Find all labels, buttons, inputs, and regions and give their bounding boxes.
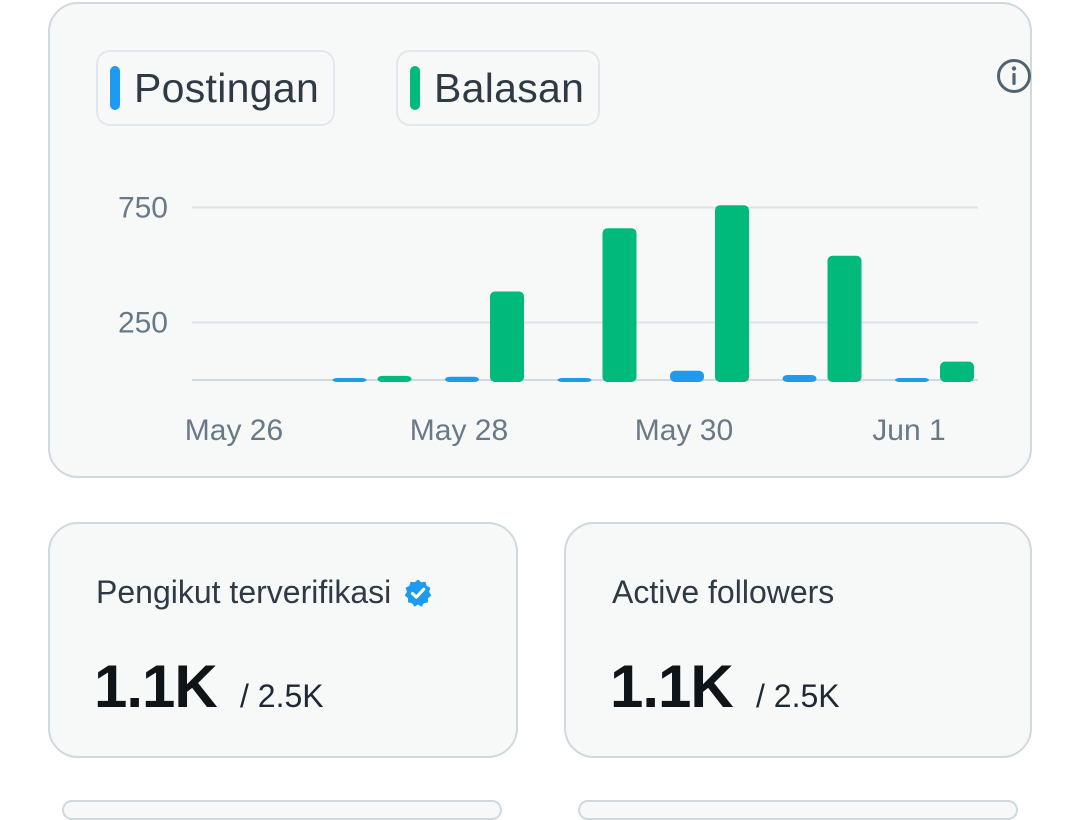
bar-balasan-4[interactable]: [715, 205, 749, 382]
bar-postingan-5[interactable]: [782, 374, 817, 382]
bar-chart: 750 250 May 26 May 28 May 30 Jun 1: [118, 192, 978, 447]
x-tick-label: May 28: [410, 414, 508, 447]
followers-chart-card: Postingan Balasan 750 250 May 26 May 28 May …: [48, 2, 1032, 478]
info-icon[interactable]: [994, 56, 1034, 96]
y-tick-label: 750: [118, 192, 168, 225]
next-card-right: [578, 800, 1018, 820]
bar-postingan-2[interactable]: [445, 376, 479, 382]
stat-total: / 2.5K: [756, 678, 840, 714]
stat-value: 1.1K: [610, 653, 734, 720]
next-card-left: [62, 800, 502, 820]
verified-badge-icon: [405, 579, 432, 607]
bar-balasan-6[interactable]: [940, 361, 974, 382]
bar-postingan-3[interactable]: [557, 378, 592, 382]
x-tick-label: May 26: [185, 414, 283, 447]
stat-card-verified-followers[interactable]: Pengikut terverifikasi 1.1K / 2.5K: [48, 522, 518, 758]
legend-swatch-postingan: [110, 66, 120, 110]
bar-balasan-5[interactable]: [827, 255, 862, 382]
stat-total: / 2.5K: [240, 678, 324, 714]
bar-postingan-6[interactable]: [895, 378, 929, 382]
bar-balasan-3[interactable]: [602, 228, 637, 382]
legend-label-balasan: Balasan: [434, 64, 585, 111]
legend-swatch-balasan: [410, 66, 420, 110]
stat-card-active-followers[interactable]: Active followers 1.1K / 2.5K: [564, 522, 1032, 758]
legend-balasan[interactable]: Balasan: [396, 50, 601, 126]
y-tick-label: 250: [118, 307, 168, 340]
bar-balasan-2[interactable]: [490, 291, 524, 382]
stat-title-text: Active followers: [612, 574, 835, 610]
bar-postingan-4[interactable]: [670, 370, 704, 382]
bar-balasan-1[interactable]: [377, 375, 412, 382]
stat-value: 1.1K: [94, 653, 218, 720]
stat-title: Pengikut terverifikasi: [96, 574, 433, 611]
x-tick-label: May 30: [635, 414, 733, 447]
bar-postingan-1[interactable]: [332, 378, 367, 382]
x-tick-label: Jun 1: [872, 414, 945, 447]
stat-title: Active followers: [612, 574, 834, 611]
legend-postingan[interactable]: Postingan: [96, 50, 336, 126]
legend-label-postingan: Postingan: [134, 64, 320, 111]
stat-title-text: Pengikut terverifikasi: [96, 574, 392, 610]
